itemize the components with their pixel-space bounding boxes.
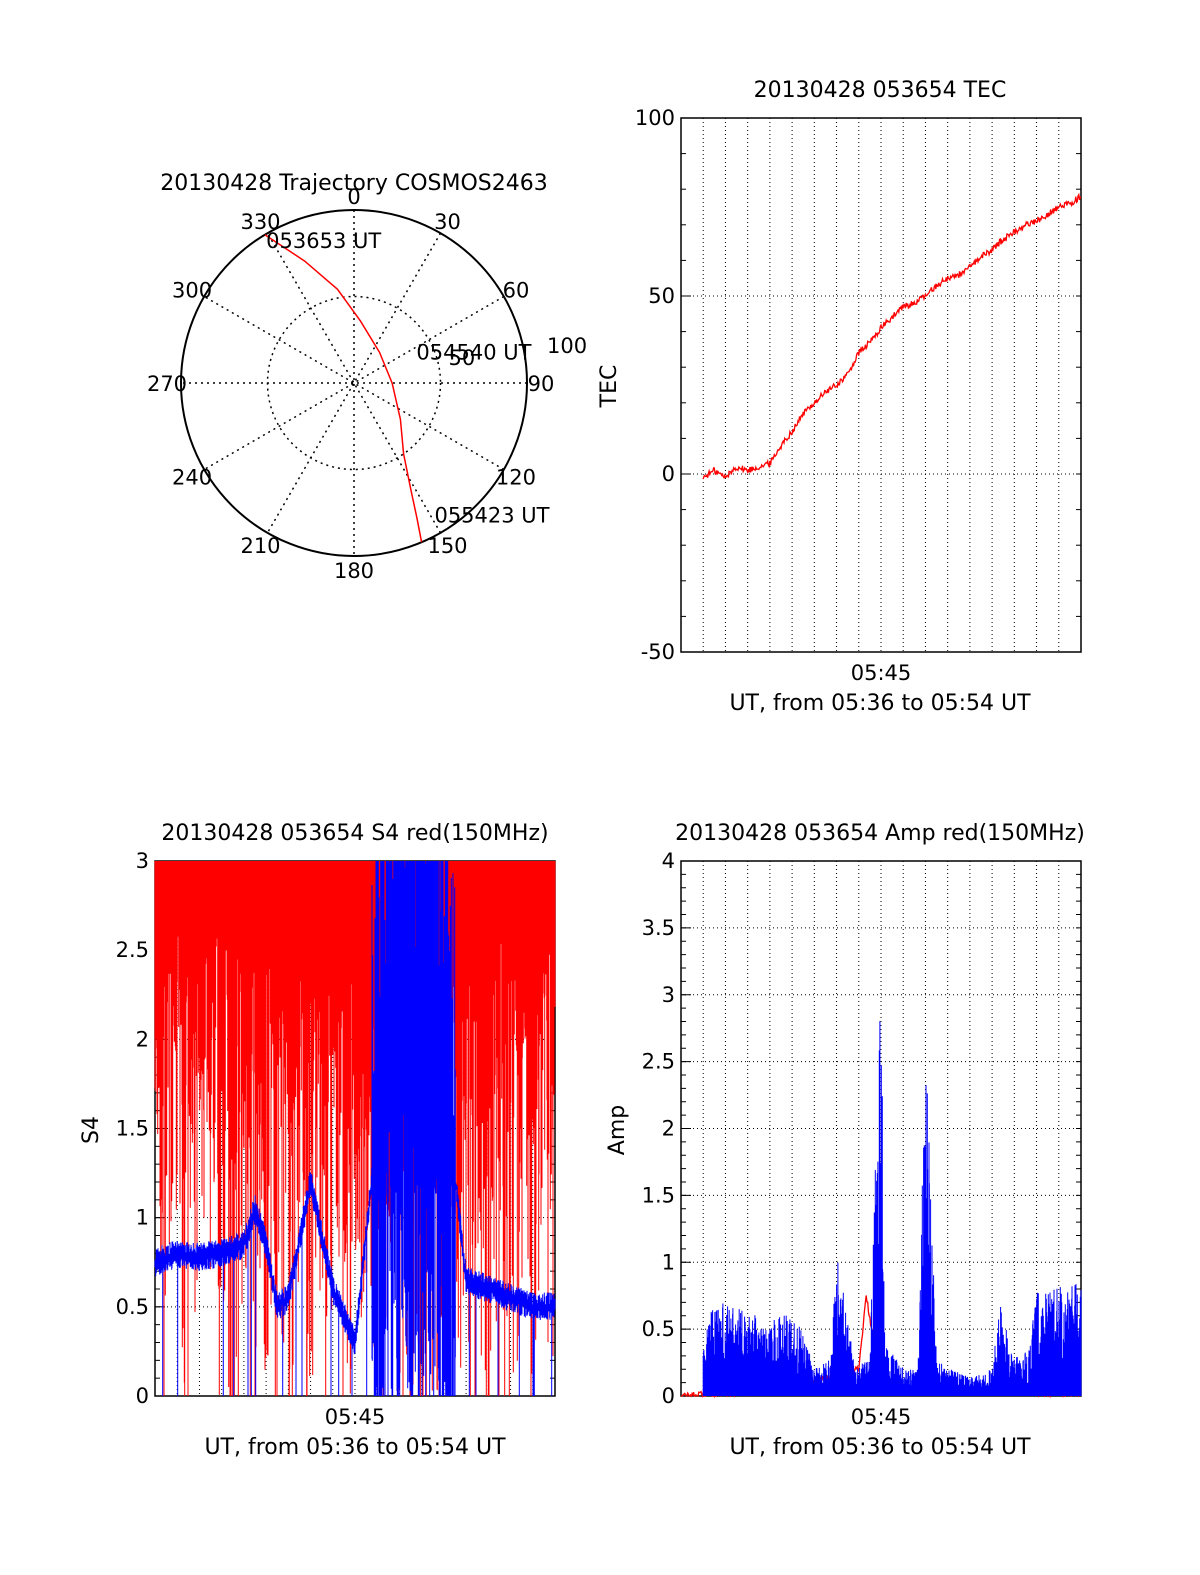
series-bars — [702, 1021, 1082, 1396]
trajectory-grid — [180, 209, 528, 557]
trajectory-angle-label: 30 — [434, 210, 461, 234]
trajectory-angle-label: 300 — [172, 279, 212, 303]
series-blue — [154, 861, 556, 1396]
y-tick-label: 50 — [648, 284, 675, 308]
amp-title: 20130428 053654 Amp red(150MHz) — [675, 821, 1085, 846]
amp-panel: 20130428 053654 Amp red(150MHz) Amp UT, … — [605, 821, 1085, 1460]
trajectory-angle-label: 330 — [240, 210, 280, 234]
tec-ylabel: TEC — [597, 365, 622, 409]
trajectory-time-annotation: 055423 UT — [434, 503, 549, 527]
amp-series — [681, 1021, 1082, 1399]
y-tick-label: 0.5 — [116, 1295, 149, 1319]
trajectory-series — [264, 234, 423, 543]
amp-ylabel: Amp — [605, 1105, 630, 1155]
trajectory-angle-label: 0 — [347, 185, 360, 209]
y-tick-label: 0.5 — [642, 1317, 675, 1341]
trajectory-angle-label: 180 — [334, 559, 374, 583]
y-tick-label: 1.5 — [642, 1183, 675, 1207]
trajectory-radius-label: 100 — [547, 334, 587, 358]
y-tick-label: 1 — [662, 1250, 675, 1274]
trajectory-angle-label: 270 — [147, 372, 187, 396]
s4-panel: 20130428 053654 S4 red(150MHz) S4 UT, fr… — [79, 821, 556, 1460]
x-tick-label: 05:45 — [851, 661, 912, 685]
tec-series — [702, 192, 1081, 480]
s4-title: 20130428 053654 S4 red(150MHz) — [161, 821, 548, 846]
y-tick-label: 0 — [662, 1384, 675, 1408]
trajectory-panel: 20130428 Trajectory COSMOS2463 0 30 60 90 12… — [147, 171, 587, 583]
tec-xlabel: UT, from 05:36 to 05:54 UT — [729, 691, 1031, 716]
y-tick-label: 3 — [662, 983, 675, 1007]
y-tick-label: 2 — [136, 1027, 149, 1051]
trajectory-grid-spoke — [266, 232, 442, 534]
tec-title: 20130428 053654 TEC — [754, 78, 1007, 103]
series-bars — [154, 861, 556, 1396]
trajectory-grid-spoke — [266, 232, 442, 534]
tec-axes: -50 0 50 100 05:45 — [635, 106, 1082, 685]
trajectory-grid-spoke — [203, 295, 505, 471]
trajectory-angle-label: 210 — [240, 534, 280, 558]
y-tick-label: 1 — [136, 1206, 149, 1230]
amp-xlabel: UT, from 05:36 to 05:54 UT — [729, 1435, 1031, 1460]
y-tick-label: 3 — [136, 849, 149, 873]
y-tick-label: 2.5 — [116, 938, 149, 962]
trajectory-angle-label: 90 — [528, 372, 555, 396]
series-line — [702, 192, 1081, 480]
s4-ylabel: S4 — [79, 1116, 104, 1144]
trajectory-angle-label: 150 — [427, 534, 467, 558]
s4-series — [154, 861, 556, 1396]
y-tick-label: 4 — [662, 849, 675, 873]
trajectory-title: 20130428 Trajectory COSMOS2463 — [160, 171, 547, 196]
trajectory-angle-label: 120 — [496, 466, 536, 490]
s4-xlabel: UT, from 05:36 to 05:54 UT — [204, 1435, 506, 1460]
y-tick-label: 2 — [662, 1117, 675, 1141]
y-tick-label: 1.5 — [116, 1117, 149, 1141]
y-tick-label: -50 — [641, 640, 675, 664]
plot-frame — [680, 117, 1082, 653]
series-blue — [702, 1021, 1082, 1396]
trajectory-time-annotation: 054540 UT — [416, 340, 531, 364]
trajectory-path — [264, 234, 423, 543]
trajectory-time-annotation: 053653 UT — [266, 229, 381, 253]
y-tick-label: 0 — [136, 1384, 149, 1408]
trajectory-radius-label: 50 — [449, 346, 476, 370]
tec-panel: 20130428 053654 TEC TEC UT, from 05:36 t… — [597, 78, 1082, 716]
trajectory-angle-label: 60 — [503, 279, 530, 303]
y-tick-label: 100 — [635, 106, 675, 130]
y-tick-label: 2.5 — [642, 1050, 675, 1074]
trajectory-angle-label: 240 — [172, 466, 212, 490]
trajectory-labels: 0 30 60 90 120 150 180 210 240 270 300 330 50 100 0536… — [147, 185, 587, 583]
series-red — [702, 192, 1081, 480]
y-tick-label: 3.5 — [642, 916, 675, 940]
y-tick-label: 0 — [662, 462, 675, 486]
x-tick-label: 05:45 — [851, 1405, 912, 1429]
trajectory-grid-spoke — [203, 295, 505, 471]
x-tick-label: 05:45 — [325, 1405, 386, 1429]
